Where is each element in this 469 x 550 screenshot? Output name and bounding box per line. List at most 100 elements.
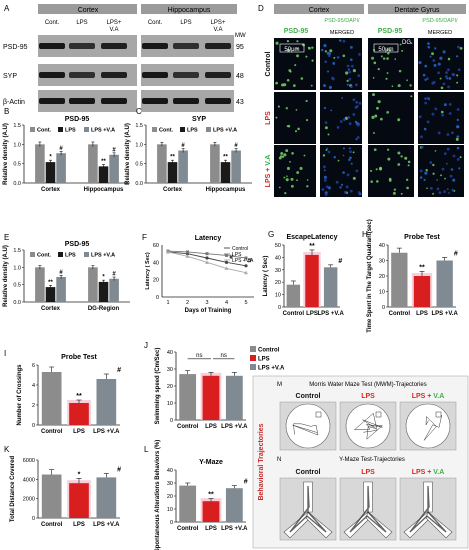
data-point [244, 270, 248, 275]
blot-band [142, 98, 168, 104]
if-dapi-dot [447, 85, 450, 89]
y-tick-label: 30 [379, 259, 385, 265]
significance-mark: ** [48, 280, 53, 286]
if-dapi-dot [419, 169, 423, 173]
if-signal-dot [349, 156, 352, 160]
if-signal-dot [349, 58, 353, 62]
if-signal-dot [321, 48, 324, 52]
if-dapi-dot [342, 118, 346, 122]
if-signal-dot [327, 133, 330, 136]
x-tick-label: 5 [244, 300, 247, 306]
if-signal-dot [419, 176, 423, 179]
blot-band [205, 72, 231, 78]
y-tick-label: 4 [32, 383, 35, 389]
x-tick-label: 3 [205, 300, 208, 306]
if-signal-dot [296, 47, 299, 50]
legend-swatch [180, 127, 185, 132]
legend-label: LPS [258, 357, 270, 363]
panel-m-letter: M [277, 382, 282, 388]
if-signal-dot [325, 149, 328, 152]
ns-label: ns [196, 353, 202, 359]
if-signal-dot [386, 57, 389, 60]
if-image [320, 92, 362, 144]
if-signal-dot [432, 172, 435, 175]
if-signal-dot [305, 55, 308, 58]
legend-label: Control [232, 246, 248, 252]
x-category-label: DG-Region [88, 306, 120, 312]
if-signal-dot [439, 56, 443, 60]
if-signal-dot [296, 171, 300, 174]
significance-mark: # [117, 467, 121, 474]
y-tick-label: 20 [275, 280, 281, 286]
bar-charts: B PSD-95 0.0 0.5 1.0 1.5 Relative density (A.U… [3, 107, 458, 550]
if-signal-dot [457, 126, 460, 128]
y-tick-label: 6000 [23, 458, 35, 464]
blot-band [205, 43, 231, 49]
y-tick-label: 20 [167, 384, 173, 390]
bar [323, 267, 338, 307]
significance-mark: ** [101, 159, 106, 165]
scale-box [279, 43, 305, 53]
if-signal-dot [275, 81, 279, 85]
bar [69, 483, 89, 518]
if-signal-dot [400, 192, 403, 195]
if-signal-dot [434, 150, 437, 152]
if-signal-dot [311, 46, 314, 49]
legend: Control LPS LPS +V.A [250, 346, 285, 372]
legend-swatch [30, 252, 35, 257]
data-point [205, 256, 209, 260]
if-dapi-dot [356, 136, 360, 139]
if-dapi-dot [355, 100, 359, 104]
if-signal-dot [427, 45, 431, 49]
if-signal-dot [284, 192, 287, 195]
trajectory-label: LPS [361, 469, 375, 476]
trajectory-label: LPS + V.A [412, 393, 445, 400]
y-tick-label: 0.5 [13, 283, 21, 289]
if-signal-dot [388, 49, 392, 52]
if-signal-dot [373, 61, 377, 65]
if-dapi-dot [355, 83, 358, 87]
maze-path [409, 485, 447, 533]
if-signal-dot [456, 118, 460, 122]
if-signal-dot [455, 137, 459, 141]
bar [436, 260, 453, 307]
if-dapi-dot [352, 98, 356, 102]
blot-row-label: PSD-95 [3, 44, 28, 51]
if-dapi-dot [348, 77, 352, 81]
panel-letter: L [144, 445, 149, 454]
if-dapi-dot [456, 108, 460, 111]
if-signal-dot [401, 49, 404, 52]
lane-label: LPS [180, 20, 191, 26]
legend-label: LPS [187, 128, 198, 134]
mw-value: 48 [236, 73, 244, 80]
if-image [418, 92, 464, 144]
if-dapi-dot [449, 174, 453, 178]
legend-swatch [152, 127, 157, 132]
y-tick-label: 40 [379, 243, 385, 249]
chart-title: Y-Maze [199, 459, 223, 466]
if-signal-dot [295, 108, 298, 111]
panel-letter: I [4, 349, 6, 358]
bar [45, 287, 56, 302]
if-dapi-dot [441, 167, 445, 171]
y-axis-label: Latency ( Sec) [145, 252, 151, 289]
bar [391, 252, 408, 307]
blot-band [39, 72, 65, 78]
if-dapi-dot [349, 150, 352, 154]
if-signal-dot [345, 71, 349, 75]
platform [435, 411, 442, 418]
if-dapi-dot [321, 188, 325, 191]
if-signal-dot [376, 106, 379, 110]
legend-swatch [250, 364, 256, 370]
if-image [320, 38, 362, 90]
panel-n-title: Y-Maze Test-Trajectories [339, 457, 405, 463]
if-signal-dot [296, 54, 299, 58]
if-signal-dot [374, 114, 378, 118]
if-dapi-dot [357, 191, 361, 194]
x-tick-label: 1 [166, 300, 169, 306]
y-tick-label: 20 [153, 278, 159, 284]
bar [109, 278, 119, 302]
if-col-psd95: PSD-95 [284, 28, 309, 35]
if-dapi-dot [358, 52, 361, 56]
y-tick-label: 0 [156, 295, 159, 301]
